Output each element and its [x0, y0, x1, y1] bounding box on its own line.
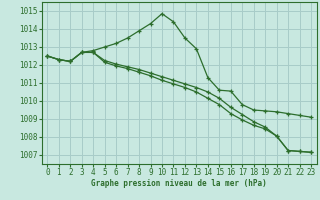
- X-axis label: Graphe pression niveau de la mer (hPa): Graphe pression niveau de la mer (hPa): [91, 179, 267, 188]
